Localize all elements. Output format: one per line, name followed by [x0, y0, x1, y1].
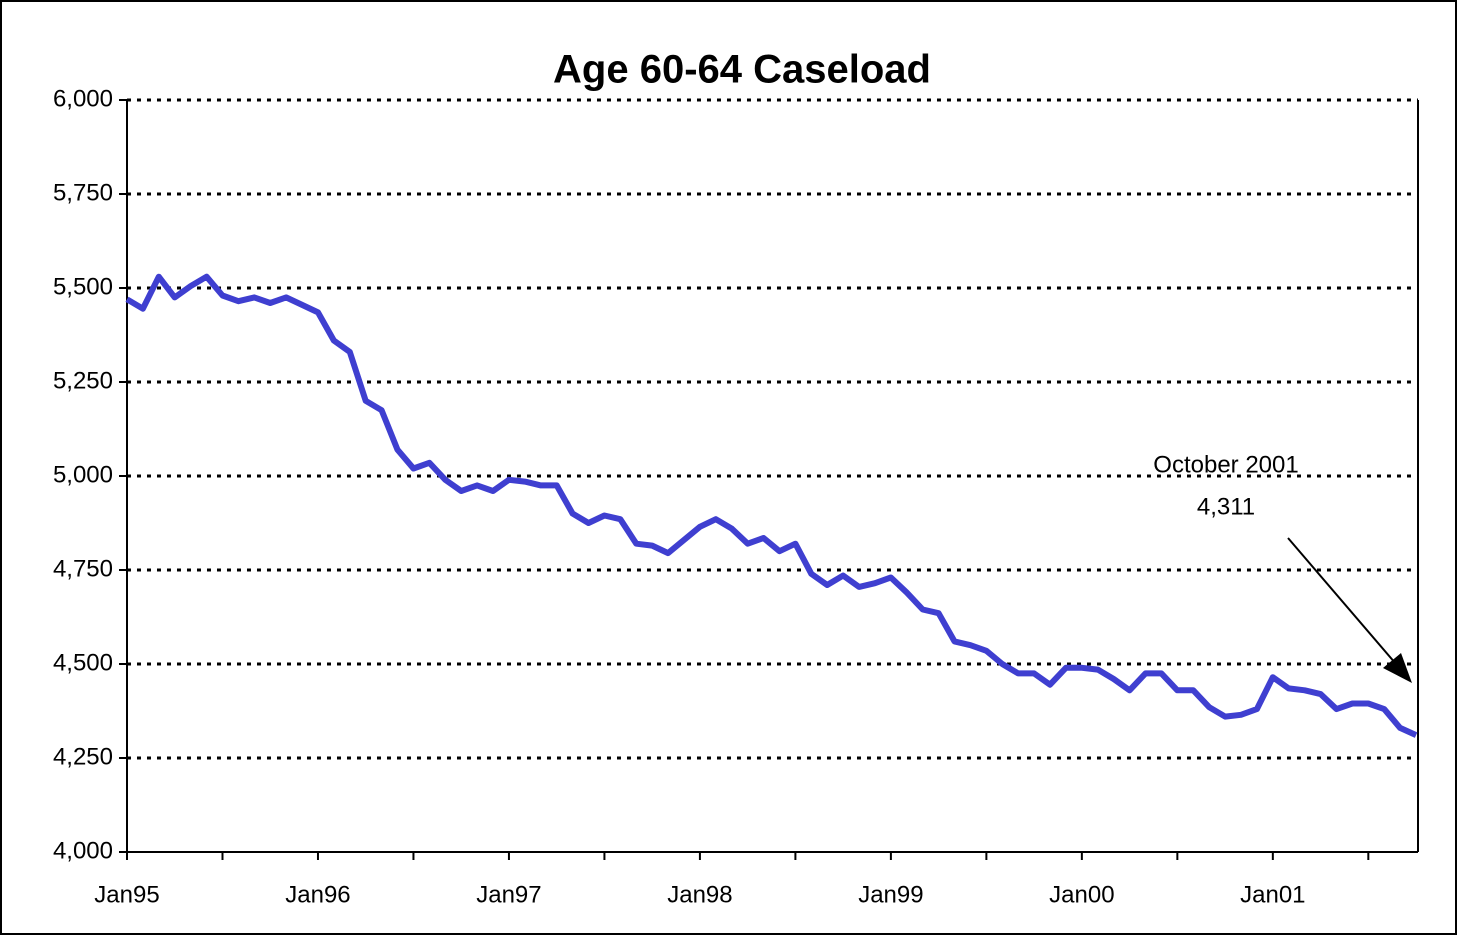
x-tick-label: Jan95: [94, 881, 159, 908]
y-tick-label: 5,250: [53, 367, 113, 394]
y-tick-label: 4,250: [53, 743, 113, 770]
y-tick-label: 4,750: [53, 555, 113, 582]
y-tick-label: 4,500: [53, 649, 113, 676]
annotation-arrow: [1287, 537, 1397, 665]
y-tick-label: 4,000: [53, 837, 113, 864]
y-tick-label: 5,500: [53, 273, 113, 300]
x-tick-label: Jan97: [476, 881, 541, 908]
x-tick-label: Jan00: [1049, 881, 1114, 908]
y-tick-label: 6,000: [53, 85, 113, 112]
x-tick-label: Jan98: [667, 881, 732, 908]
x-tick-label: Jan99: [858, 881, 923, 908]
x-tick-label: Jan96: [285, 881, 350, 908]
annotation: 4,311: [1197, 493, 1255, 520]
arrow-head: [1383, 653, 1412, 683]
data-line: [125, 273, 1418, 738]
chart-title: Age 60-64 Caseload: [553, 48, 931, 92]
y-tick-label: 5,750: [53, 179, 113, 206]
y-tick-label: 5,000: [53, 461, 113, 488]
x-tick-label: Jan01: [1240, 881, 1305, 908]
annotation: October 2001: [1153, 451, 1298, 478]
